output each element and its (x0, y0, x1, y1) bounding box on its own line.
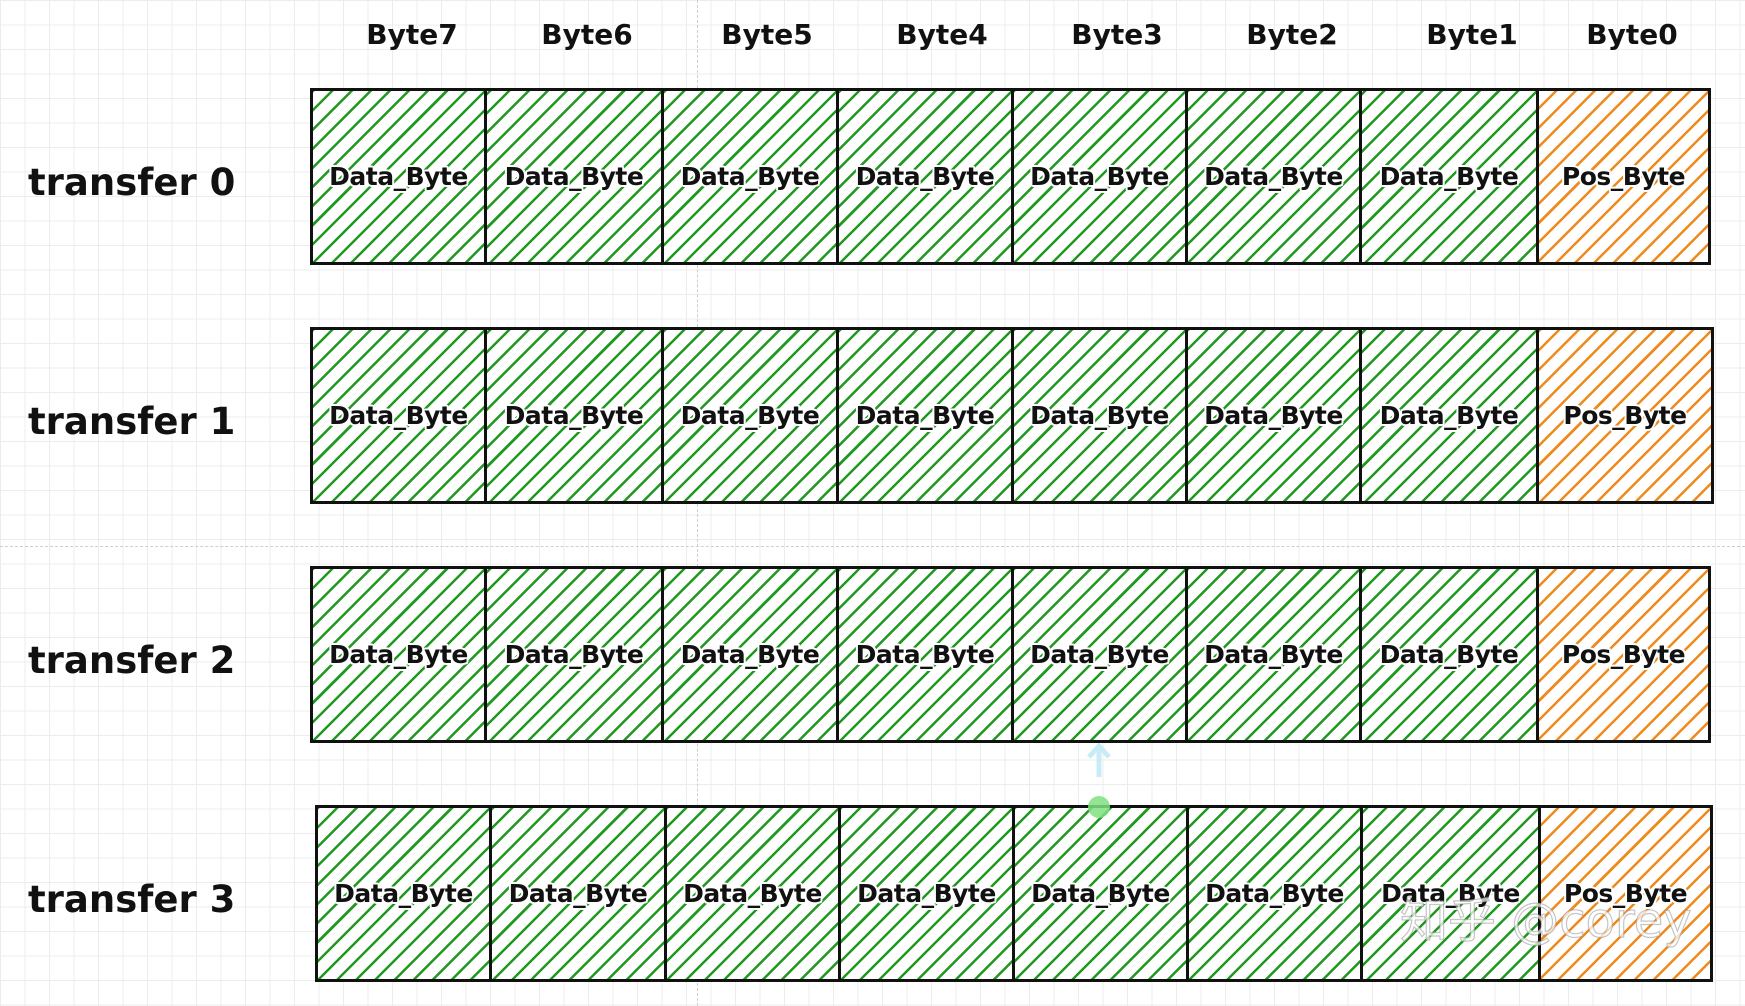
row-label-transfer-0: transfer 0 (28, 161, 236, 204)
cell-label: Data_Byte (855, 401, 995, 430)
cell-label: Data_Byte (680, 162, 820, 191)
cell-label: Data_Byte (1030, 401, 1169, 430)
cell-label: Data_Byte (329, 162, 468, 191)
byte3-cell-transfer-2[interactable]: Data_Byte (1011, 566, 1188, 743)
watermark: 知乎 @corey (1399, 893, 1692, 949)
byte4-cell-transfer-2[interactable]: Data_Byte (836, 566, 1014, 743)
byte1-cell-transfer-1[interactable]: Data_Byte (1359, 327, 1539, 504)
row-label-transfer-1: transfer 1 (28, 400, 236, 443)
byte7-cell-transfer-3[interactable]: Data_Byte (315, 805, 492, 982)
byte7-cell-transfer-1[interactable]: Data_Byte (310, 327, 487, 504)
byte7-cell-transfer-0[interactable]: Data_Byte (310, 88, 487, 265)
cell-label: Pos_Byte (1563, 401, 1687, 430)
row-label-transfer-2: transfer 2 (28, 639, 236, 682)
byte7-cell-transfer-2[interactable]: Data_Byte (310, 566, 487, 743)
cell-label: Data_Byte (329, 640, 468, 669)
byte2-cell-transfer-1[interactable]: Data_Byte (1185, 327, 1362, 504)
byte6-cell-transfer-1[interactable]: Data_Byte (484, 327, 664, 504)
cell-label: Data_Byte (329, 401, 468, 430)
byte6-cell-transfer-3[interactable]: Data_Byte (489, 805, 667, 982)
cell-label: Data_Byte (1205, 879, 1344, 908)
byte3-cell-transfer-0[interactable]: Data_Byte (1011, 88, 1188, 265)
cell-label: Data_Byte (855, 162, 995, 191)
cell-label: Data_Byte (1379, 162, 1519, 191)
cell-label: Data_Byte (504, 640, 644, 669)
cell-label: Data_Byte (683, 879, 822, 908)
byte3-cell-transfer-1[interactable]: Data_Byte (1011, 327, 1188, 504)
byte4-cell-transfer-3[interactable]: Data_Byte (838, 805, 1015, 982)
cell-label: Data_Byte (1381, 879, 1520, 908)
column-header-byte3: Byte3 (1071, 18, 1163, 51)
column-header-byte5: Byte5 (721, 18, 813, 51)
cell-label: Data_Byte (680, 401, 820, 430)
cell-label: Data_Byte (504, 401, 644, 430)
cell-label: Data_Byte (1379, 640, 1519, 669)
cell-label: Pos_Byte (1561, 640, 1686, 669)
column-header-byte6: Byte6 (541, 18, 633, 51)
cell-label: Data_Byte (1379, 401, 1519, 430)
selection-handle[interactable] (1088, 796, 1110, 818)
cell-label: Data_Byte (855, 640, 995, 669)
byte1-cell-transfer-3[interactable]: Data_Byte (1360, 805, 1541, 982)
cell-label: Pos_Byte (1563, 879, 1688, 908)
byte6-cell-transfer-0[interactable]: Data_Byte (484, 88, 664, 265)
row-label-transfer-3: transfer 3 (28, 878, 236, 921)
byte2-cell-transfer-3[interactable]: Data_Byte (1186, 805, 1363, 982)
cell-label: Data_Byte (1030, 162, 1169, 191)
byte6-cell-transfer-2[interactable]: Data_Byte (484, 566, 664, 743)
byte4-cell-transfer-0[interactable]: Data_Byte (836, 88, 1014, 265)
byte5-cell-transfer-0[interactable]: Data_Byte (661, 88, 839, 265)
cell-label: Data_Byte (1204, 162, 1343, 191)
byte0-cell-transfer-0[interactable]: Pos_Byte (1536, 88, 1711, 265)
byte0-cell-transfer-2[interactable]: Pos_Byte (1536, 566, 1711, 743)
cell-label: Data_Byte (1204, 640, 1343, 669)
byte5-cell-transfer-2[interactable]: Data_Byte (661, 566, 839, 743)
cell-label: Data_Byte (857, 879, 996, 908)
column-header-byte7: Byte7 (366, 18, 458, 51)
cell-label: Data_Byte (1031, 879, 1170, 908)
byte5-cell-transfer-3[interactable]: Data_Byte (664, 805, 841, 982)
byte3-cell-transfer-3[interactable]: Data_Byte (1012, 805, 1189, 982)
byte1-cell-transfer-0[interactable]: Data_Byte (1359, 88, 1539, 265)
byte2-cell-transfer-0[interactable]: Data_Byte (1185, 88, 1362, 265)
horizontal-guide-line (0, 546, 1745, 547)
column-header-byte4: Byte4 (896, 18, 988, 51)
column-header-byte1: Byte1 (1426, 18, 1518, 51)
byte4-cell-transfer-1[interactable]: Data_Byte (836, 327, 1014, 504)
cell-label: Pos_Byte (1561, 162, 1686, 191)
byte0-cell-transfer-3[interactable]: Pos_Byte (1538, 805, 1713, 982)
selection-arrow-icon[interactable] (1087, 743, 1111, 779)
column-header-byte2: Byte2 (1246, 18, 1338, 51)
column-header-byte0: Byte0 (1586, 18, 1678, 51)
byte5-cell-transfer-1[interactable]: Data_Byte (661, 327, 839, 504)
cell-label: Data_Byte (508, 879, 648, 908)
byte1-cell-transfer-2[interactable]: Data_Byte (1359, 566, 1539, 743)
cell-label: Data_Byte (680, 640, 820, 669)
cell-label: Data_Byte (1030, 640, 1169, 669)
byte0-cell-transfer-1[interactable]: Pos_Byte (1536, 327, 1714, 504)
cell-label: Data_Byte (334, 879, 473, 908)
cell-label: Data_Byte (504, 162, 644, 191)
cell-label: Data_Byte (1204, 401, 1343, 430)
byte2-cell-transfer-2[interactable]: Data_Byte (1185, 566, 1362, 743)
